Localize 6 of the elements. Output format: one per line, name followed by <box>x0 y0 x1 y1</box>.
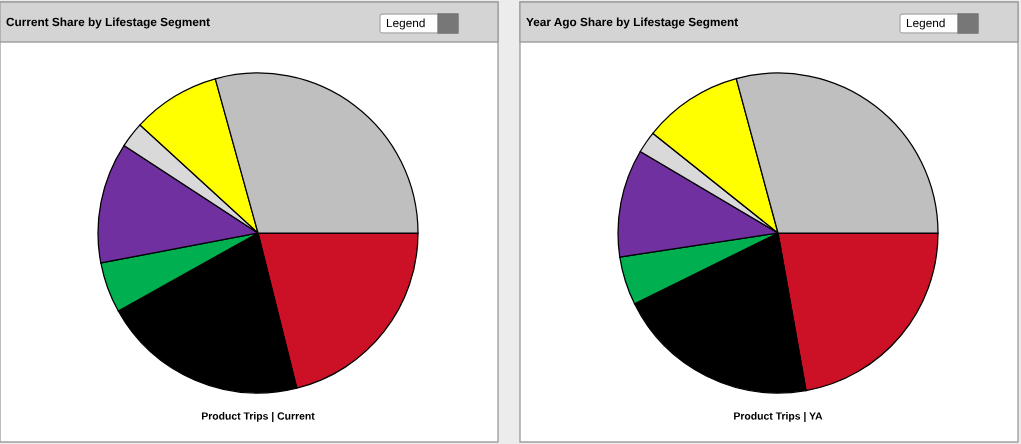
chart-title: Current Share by Lifestage Segment <box>6 17 210 29</box>
chart-title: Year Ago Share by Lifestage Segment <box>526 17 738 29</box>
text: Product Trips | YA <box>734 412 823 422</box>
text: Legend <box>386 18 425 30</box>
text: Legend <box>906 18 945 30</box>
text: Product Trips | Current <box>201 412 315 422</box>
